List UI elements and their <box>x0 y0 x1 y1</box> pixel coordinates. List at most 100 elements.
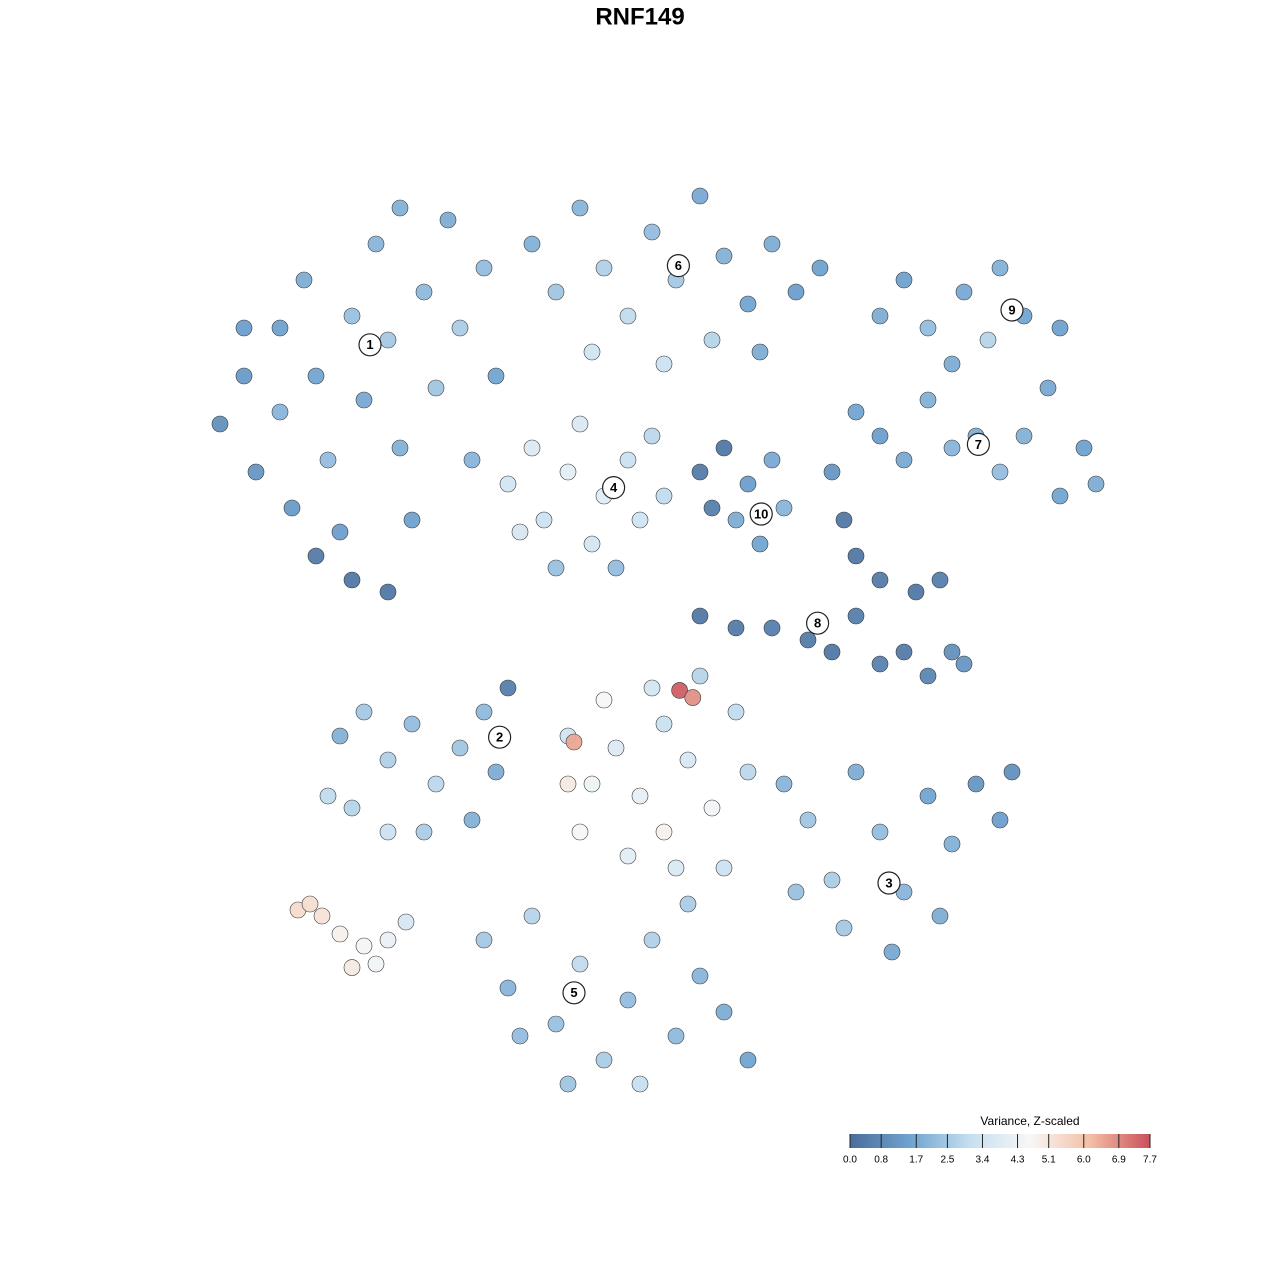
point <box>1087 475 1105 493</box>
point <box>535 511 553 529</box>
point <box>499 475 517 493</box>
point <box>451 319 469 337</box>
point <box>523 907 541 925</box>
point <box>751 343 769 361</box>
point <box>775 499 793 517</box>
point <box>499 979 517 997</box>
point <box>847 763 865 781</box>
cluster-badge <box>601 476 626 500</box>
point <box>799 631 817 649</box>
point <box>379 931 397 949</box>
point <box>559 463 577 481</box>
point <box>463 811 481 829</box>
point <box>511 1027 529 1045</box>
point <box>463 451 481 469</box>
point <box>379 823 397 841</box>
point <box>451 739 469 757</box>
point <box>715 859 733 877</box>
cluster-label: 7 <box>975 437 982 452</box>
cluster-badge <box>358 333 382 357</box>
point <box>559 775 577 793</box>
point <box>739 295 757 313</box>
point <box>691 187 709 205</box>
point <box>1015 427 1033 445</box>
colorbar-tick-label: 2.5 <box>940 1155 954 1166</box>
point <box>739 475 757 493</box>
point <box>655 487 673 505</box>
cluster-label: 6 <box>675 258 682 273</box>
point <box>715 1003 733 1021</box>
point <box>919 391 937 409</box>
point <box>847 403 865 421</box>
point <box>619 991 637 1009</box>
point <box>667 859 685 877</box>
point <box>631 787 649 805</box>
point <box>823 643 841 661</box>
cluster-label: 8 <box>814 616 821 631</box>
point <box>847 547 865 565</box>
point <box>763 619 781 637</box>
point <box>643 427 661 445</box>
colorbar-tick-label: 6.0 <box>1077 1155 1091 1166</box>
point <box>775 775 793 793</box>
point <box>403 511 421 529</box>
point <box>583 775 601 793</box>
cluster-badge <box>562 981 586 1005</box>
point <box>643 931 661 949</box>
point <box>571 955 589 973</box>
cluster-badge <box>877 871 901 895</box>
point <box>271 403 289 421</box>
colorbar-tick-label: 3.4 <box>976 1155 990 1166</box>
point <box>919 787 937 805</box>
point <box>571 199 589 217</box>
point <box>955 655 973 673</box>
point <box>1003 763 1021 781</box>
point <box>379 331 397 349</box>
cluster-badge <box>1000 298 1024 322</box>
cluster-label: 9 <box>1008 302 1015 317</box>
point <box>343 959 361 976</box>
point <box>331 925 349 943</box>
point <box>727 703 745 721</box>
cluster-badge <box>966 432 991 456</box>
point <box>739 763 757 781</box>
point <box>331 727 349 745</box>
point <box>487 367 505 385</box>
point <box>691 463 709 481</box>
point <box>547 1015 565 1033</box>
point <box>643 679 661 697</box>
point <box>1039 379 1057 397</box>
point <box>847 607 865 625</box>
point <box>523 235 541 253</box>
point <box>955 283 973 301</box>
point <box>547 283 565 301</box>
point <box>415 283 433 301</box>
point <box>895 271 913 289</box>
point <box>895 451 913 469</box>
point <box>1075 439 1093 457</box>
point <box>427 379 445 397</box>
point <box>403 715 421 733</box>
legend: Variance, Z-scaled 0.0 0.8 1.7 2.5 3.4 4.3 5.1… <box>843 1114 1157 1165</box>
point <box>871 307 889 325</box>
point <box>511 523 529 541</box>
point <box>943 439 961 457</box>
point <box>343 799 361 817</box>
point <box>667 1027 685 1045</box>
point <box>619 451 637 469</box>
point <box>571 415 589 433</box>
point <box>943 643 961 661</box>
point <box>487 763 505 781</box>
point <box>643 223 661 241</box>
point <box>583 343 601 361</box>
colorbar-tick-label: 6.9 <box>1112 1155 1126 1166</box>
point <box>679 751 697 769</box>
point <box>991 463 1009 481</box>
point <box>319 787 337 805</box>
point <box>811 259 829 277</box>
point <box>475 931 493 949</box>
colorbar <box>850 1134 1150 1148</box>
point <box>919 319 937 337</box>
point <box>691 667 709 685</box>
